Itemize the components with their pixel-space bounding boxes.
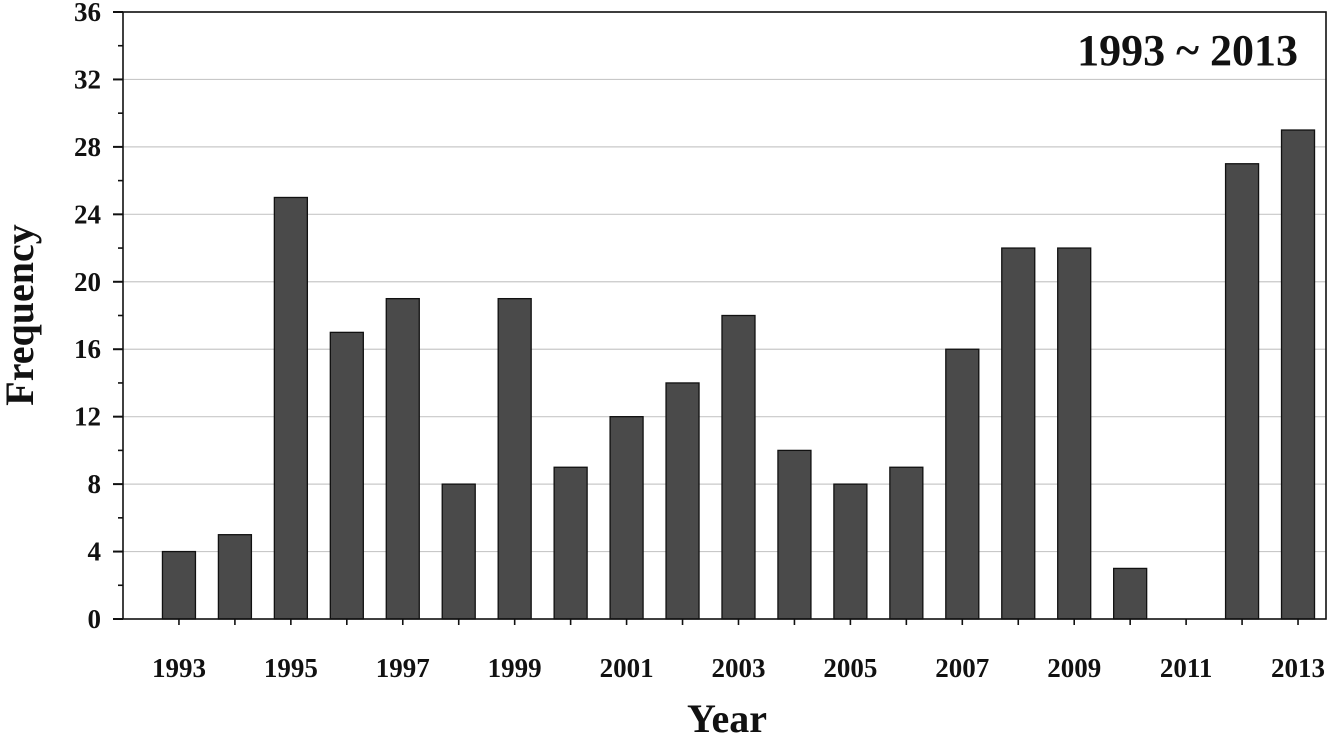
bar-1998 [441,483,476,620]
bar-1999 [497,297,532,620]
x-axis-title: Year [687,696,767,738]
x-tick-label-1995: 1995 [264,653,318,683]
y-tick-label-28: 28 [74,132,101,162]
x-tick-label-2011: 2011 [1160,653,1213,683]
bar-2003 [721,314,756,620]
y-tick-label-24: 24 [74,199,101,229]
y-tick-label-8: 8 [88,469,102,499]
bar-2000 [553,466,588,620]
bar-1995 [273,196,309,620]
y-tick-label-36: 36 [74,0,101,27]
bar-1993 [161,550,197,620]
y-tick-label-16: 16 [74,334,101,364]
bar-2004 [777,449,812,620]
bar-2009 [1057,247,1092,620]
x-tick-label-1993: 1993 [152,653,206,683]
bars [161,129,1316,620]
y-tick-label-0: 0 [88,604,102,634]
plot-frame [122,11,1327,620]
bar-2005 [833,483,868,620]
bar-1997 [385,297,420,620]
axes [113,11,1327,625]
x-tick-labels: 1993 1995 1997 1999 2001 2003 2005 2007 2009 2011… [152,653,1325,683]
bar-2007 [945,348,980,620]
bar-2013 [1280,129,1316,620]
y-tick-label-4: 4 [88,537,102,567]
bar-2002 [665,382,700,620]
x-tick-label-2013: 2013 [1271,653,1325,683]
x-tick-label-2009: 2009 [1047,653,1101,683]
x-tick-label-2003: 2003 [711,653,765,683]
bar-2012 [1224,163,1260,620]
y-tick-labels: 0 4 8 12 16 20 24 28 32 36 [74,0,101,634]
bar-2001 [609,416,644,620]
bar-1996 [329,331,364,620]
y-axis-title: Frequency [0,224,42,405]
bar-2010 [1113,567,1148,620]
chart-annotation: 1993 ~ 2013 [1077,26,1298,75]
x-tick-label-2007: 2007 [935,653,989,683]
y-tick-label-20: 20 [74,267,101,297]
y-tick-label-32: 32 [74,64,101,94]
bar-2006 [889,466,924,620]
bar-1994 [217,534,253,620]
x-tick-label-2001: 2001 [600,653,654,683]
x-tick-label-1997: 1997 [376,653,430,683]
x-tick-label-1999: 1999 [488,653,542,683]
y-tick-label-12: 12 [74,402,101,432]
x-tick-label-2005: 2005 [823,653,877,683]
bar-2008 [1001,247,1036,620]
